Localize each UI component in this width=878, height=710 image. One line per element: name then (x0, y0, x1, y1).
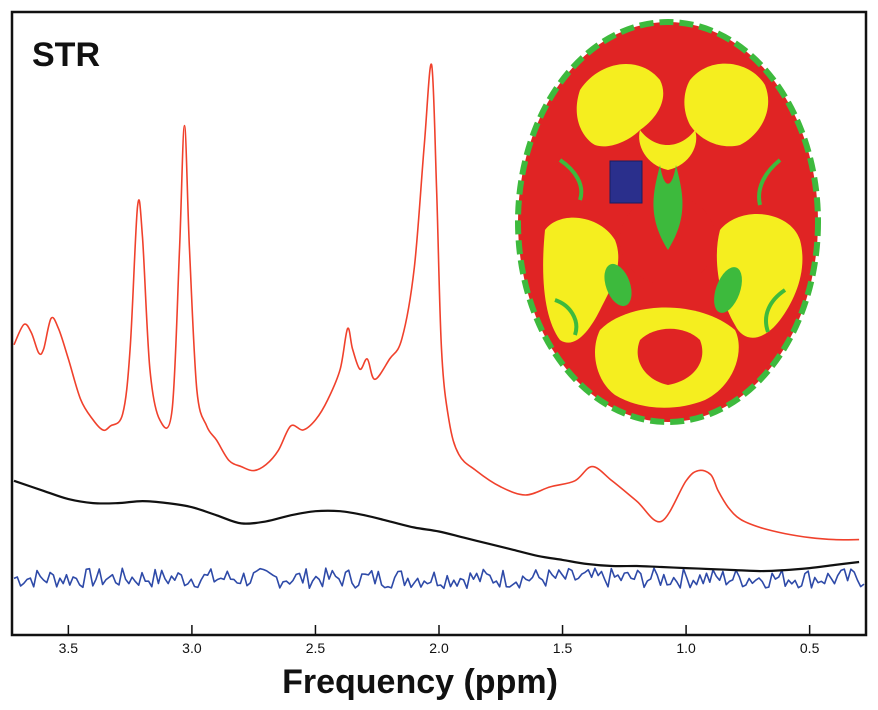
x-tick-label: 0.5 (800, 640, 820, 656)
white-matter-right (716, 213, 803, 338)
csf-sulci-right (757, 158, 787, 333)
residual-line (13, 567, 865, 590)
brain-csf-rim (515, 19, 821, 425)
panel-label: STR (32, 36, 100, 74)
csf-sulci-left (554, 158, 584, 336)
x-tick-label: 1.0 (676, 640, 696, 656)
x-tick-label: 2.0 (429, 640, 449, 656)
white-matter-frontal (576, 63, 664, 147)
white-matter-frontal-right (684, 63, 769, 147)
x-tick-label: 3.0 (182, 640, 202, 656)
x-axis-title: Frequency (ppm) (282, 663, 558, 701)
white-matter-left (543, 217, 619, 343)
x-tick-label: 1.5 (553, 640, 573, 656)
voxel-marker (609, 160, 643, 204)
spectrum-line (13, 63, 860, 541)
brain-segmentation-inset (515, 19, 821, 425)
x-tick-label: 3.5 (59, 640, 79, 656)
ventricle-center (653, 165, 683, 250)
gray-matter-occipital (637, 328, 703, 385)
x-axis: 3.5 3.0 2.5 2.0 1.5 1.0 0.5 (59, 625, 820, 656)
ventricle-left-horn (604, 263, 632, 307)
x-tick-label: 2.5 (306, 640, 326, 656)
baseline-line (13, 479, 860, 573)
white-matter-center (639, 130, 697, 170)
ventricle-right-horn (714, 267, 742, 313)
